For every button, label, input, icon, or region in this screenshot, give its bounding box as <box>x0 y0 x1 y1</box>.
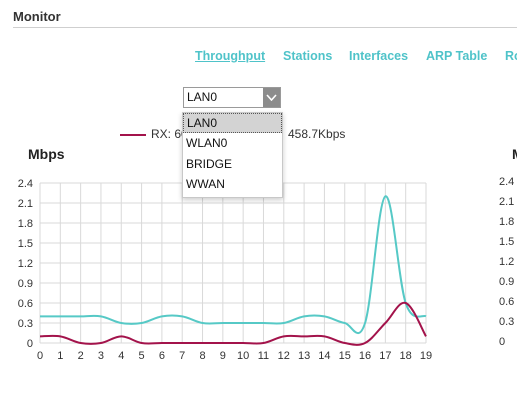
monitor-tabs: Throughput Stations Interfaces ARP Table… <box>0 49 517 67</box>
interface-select-value: LAN0 <box>187 90 218 104</box>
x-tick-label: 14 <box>318 350 330 362</box>
x-tick-label: 2 <box>78 350 84 362</box>
y-tick-label: 2.1 <box>18 198 33 210</box>
tab-throughput[interactable]: Throughput <box>195 49 266 63</box>
chart2-y-tick: 2.1 <box>499 196 515 208</box>
tab-interfaces[interactable]: Interfaces <box>349 49 409 63</box>
x-tick-label: 1 <box>57 350 63 362</box>
tab-arp-table[interactable]: ARP Table <box>426 49 488 63</box>
x-tick-label: 11 <box>258 350 269 362</box>
x-tick-label: 9 <box>220 350 226 362</box>
dropdown-option-bridge[interactable]: BRIDGE <box>186 156 233 171</box>
tab-stations[interactable]: Stations <box>283 49 333 63</box>
x-tick-label: 0 <box>37 350 43 362</box>
tx-legend-label: 458.7Kbps <box>288 127 346 141</box>
x-tick-label: 5 <box>139 350 145 362</box>
interface-dropdown-menu: LAN0 WLAN0 BRIDGE WWAN <box>182 112 283 198</box>
dropdown-option-wlan0[interactable]: WLAN0 <box>186 136 228 150</box>
chart2-y-tick: 1.2 <box>499 256 515 268</box>
rx-legend-label: RX: 60 <box>151 127 188 141</box>
chart2-y-tick: 1.5 <box>499 236 515 248</box>
x-tick-label: 17 <box>379 350 391 362</box>
x-tick-label: 3 <box>98 350 104 362</box>
y-tick-label: 0.6 <box>18 298 33 310</box>
x-tick-label: 4 <box>118 350 124 362</box>
dropdown-option-lan0[interactable]: LAN0 <box>183 113 282 133</box>
y-tick-label: 2.4 <box>18 178 33 190</box>
section-title: Monitor <box>13 9 61 24</box>
y-tick-label: 1.8 <box>18 218 33 230</box>
x-tick-label: 10 <box>237 350 249 362</box>
chart2-y-tick: 0.9 <box>499 276 515 288</box>
chart2-y-tick: 0.6 <box>499 296 515 308</box>
x-tick-label: 8 <box>199 350 205 362</box>
chevron-down-icon[interactable] <box>263 88 280 107</box>
x-tick-label: 13 <box>298 350 310 362</box>
rx-legend-swatch <box>120 134 146 136</box>
chart2-y-tick: 0 <box>499 336 506 348</box>
chart2-y-tick: 2.4 <box>499 176 515 188</box>
x-tick-label: 7 <box>179 350 185 362</box>
title-divider <box>13 27 517 28</box>
interface-select[interactable]: LAN0 <box>183 87 281 108</box>
tab-routing[interactable]: Ro <box>505 49 517 63</box>
y-tick-label: 0.9 <box>18 278 33 290</box>
tx-series-line <box>40 195 427 335</box>
chart2-y-unit: M <box>512 146 517 162</box>
chart2-y-tick: 0.3 <box>499 316 515 328</box>
x-tick-label: 6 <box>159 350 165 362</box>
dropdown-option-wwan[interactable]: WWAN <box>186 177 225 191</box>
y-tick-label: 0.3 <box>18 318 33 330</box>
chart2-y-tick: 1.8 <box>499 216 515 228</box>
chart-y-unit: Mbps <box>28 146 65 162</box>
y-tick-label: 1.5 <box>18 238 33 250</box>
rx-series-line <box>39 301 427 346</box>
x-tick-label: 12 <box>278 350 290 362</box>
x-tick-label: 18 <box>400 350 412 362</box>
x-tick-label: 16 <box>359 350 371 362</box>
y-tick-label: 0 <box>27 338 33 350</box>
x-tick-label: 15 <box>339 350 351 362</box>
y-tick-label: 1.2 <box>18 258 33 270</box>
x-tick-label: 19 <box>420 350 432 362</box>
